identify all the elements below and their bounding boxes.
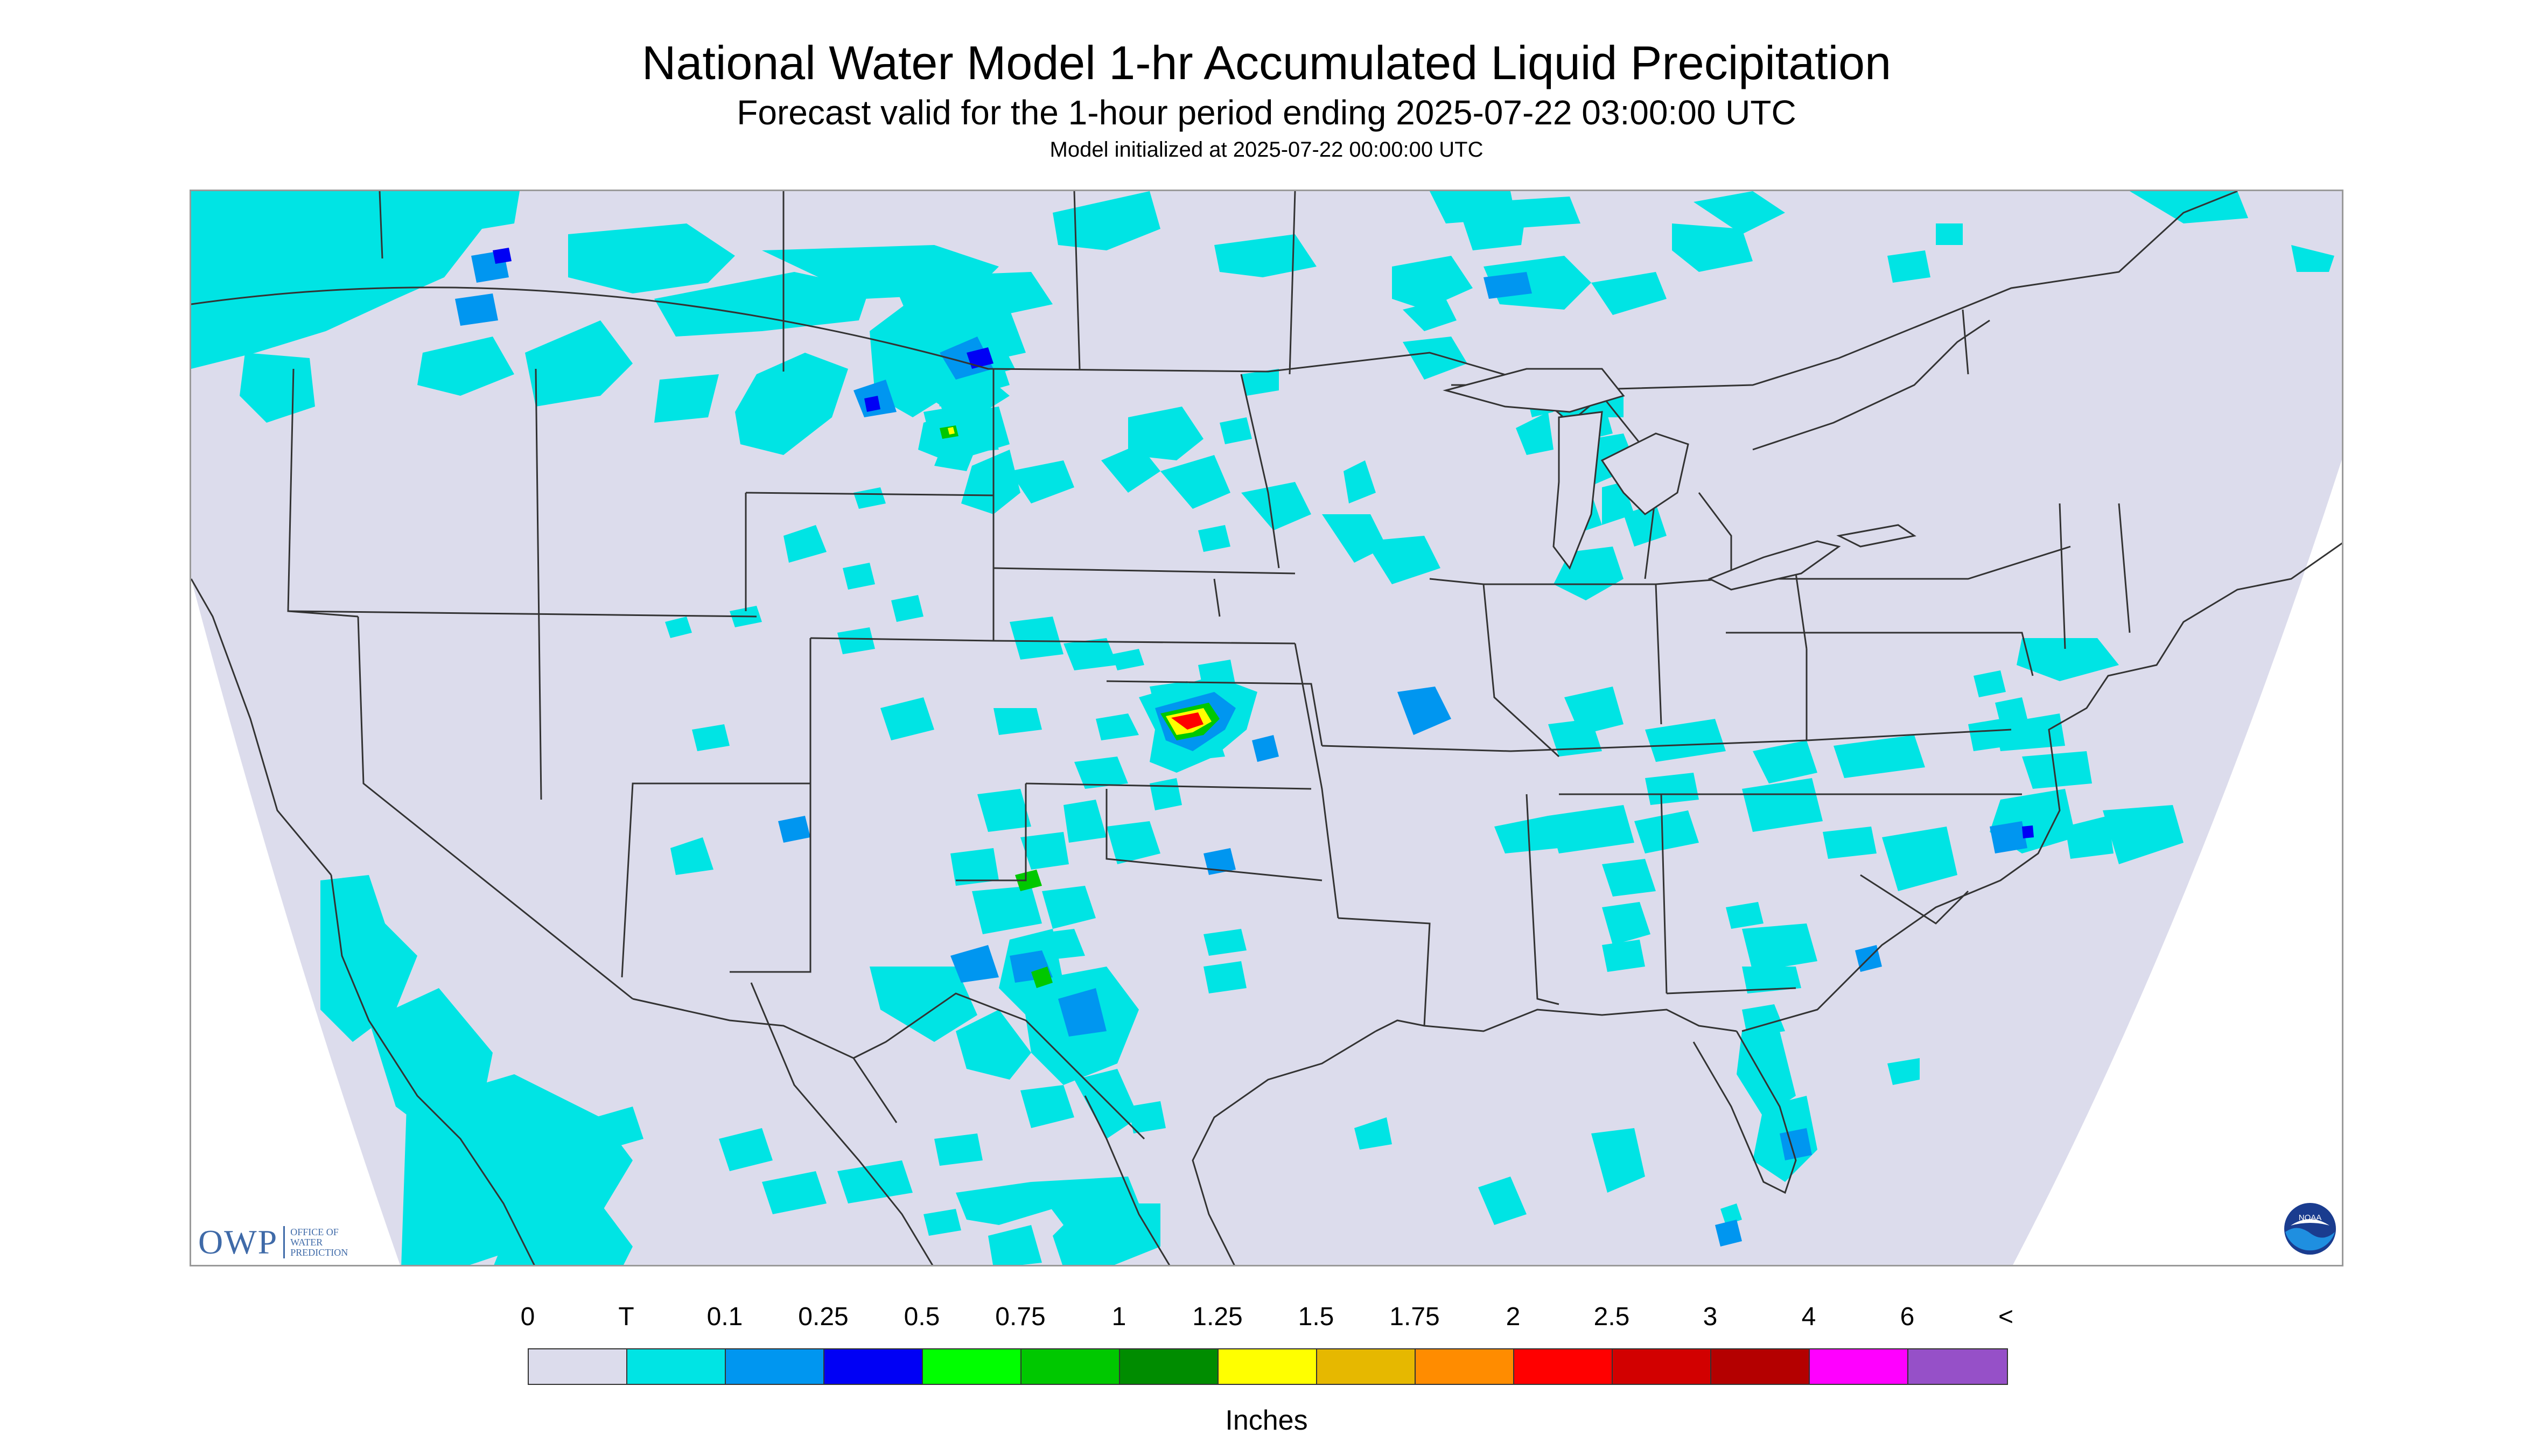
owp-logo: OWP OFFICE OF WATER PREDICTION: [198, 1222, 360, 1262]
map-canvas: [191, 191, 2342, 1265]
legend-tick-label: 1.5: [1298, 1303, 1334, 1331]
legend-swatch: [1021, 1349, 1120, 1384]
legend-swatch: [1514, 1349, 1613, 1384]
legend-swatch: [1317, 1349, 1416, 1384]
legend-swatch: [923, 1349, 1021, 1384]
noaa-logo-text: NOAA: [2299, 1213, 2322, 1222]
legend-tick-label: 3: [1703, 1303, 1718, 1331]
model-domain: [191, 191, 2342, 1265]
legend-tick-label: 0.1: [706, 1303, 743, 1331]
legend-swatch: [1416, 1349, 1514, 1384]
legend-swatch: [529, 1349, 627, 1384]
precipitation-map[interactable]: [190, 190, 2343, 1266]
political-boundaries: [191, 191, 2342, 1265]
legend-tick-label: 0.5: [904, 1303, 940, 1331]
legend-swatch: [1120, 1349, 1219, 1384]
legend-tick-label: 0.25: [798, 1303, 849, 1331]
legend-tick-label: 0.75: [995, 1303, 1046, 1331]
legend-tick-label: 2: [1506, 1303, 1521, 1331]
precip-heavy-core: [940, 425, 1257, 988]
legend-swatch: [1810, 1349, 1908, 1384]
legend-swatch: [824, 1349, 923, 1384]
legend-tick-label: 6: [1900, 1303, 1915, 1331]
legend-tick-label: 1: [1111, 1303, 1126, 1331]
legend-tick-label: <: [1998, 1303, 2014, 1331]
noaa-logo: NOAA: [2284, 1203, 2336, 1255]
precip-moderate-areas: [493, 248, 2034, 838]
owp-logo-name: OFFICE OF WATER PREDICTION: [290, 1226, 348, 1258]
legend-swatch: [726, 1349, 824, 1384]
legend-units: Inches: [1225, 1405, 1308, 1436]
legend-tick-label: 4: [1801, 1303, 1816, 1331]
legend-tick-label: 1.75: [1389, 1303, 1440, 1331]
legend-swatch: [627, 1349, 726, 1384]
legend-swatch: [1613, 1349, 1711, 1384]
great-lakes: [1443, 368, 1916, 591]
legend-swatch: [1219, 1349, 1317, 1384]
owp-logo-divider: [283, 1226, 285, 1258]
owp-logo-mark: OWP: [198, 1223, 278, 1261]
precip-light-areas: [455, 250, 2027, 1247]
legend-tick-label: 1.25: [1192, 1303, 1243, 1331]
legend-tick-label: 2.5: [1593, 1303, 1630, 1331]
legend-tick-label: T: [618, 1303, 634, 1331]
legend-swatch: [1908, 1349, 2007, 1384]
legend-tick-label: 0: [520, 1303, 535, 1331]
legend-swatch: [1711, 1349, 1810, 1384]
map-subtitle: Forecast valid for the 1-hour period end…: [737, 93, 1796, 132]
model-init-time: Model initialized at 2025-07-22 00:00:00…: [1049, 138, 1484, 162]
legend-colorbar: [528, 1348, 2008, 1385]
map-title: National Water Model 1-hr Accumulated Li…: [641, 36, 1892, 89]
